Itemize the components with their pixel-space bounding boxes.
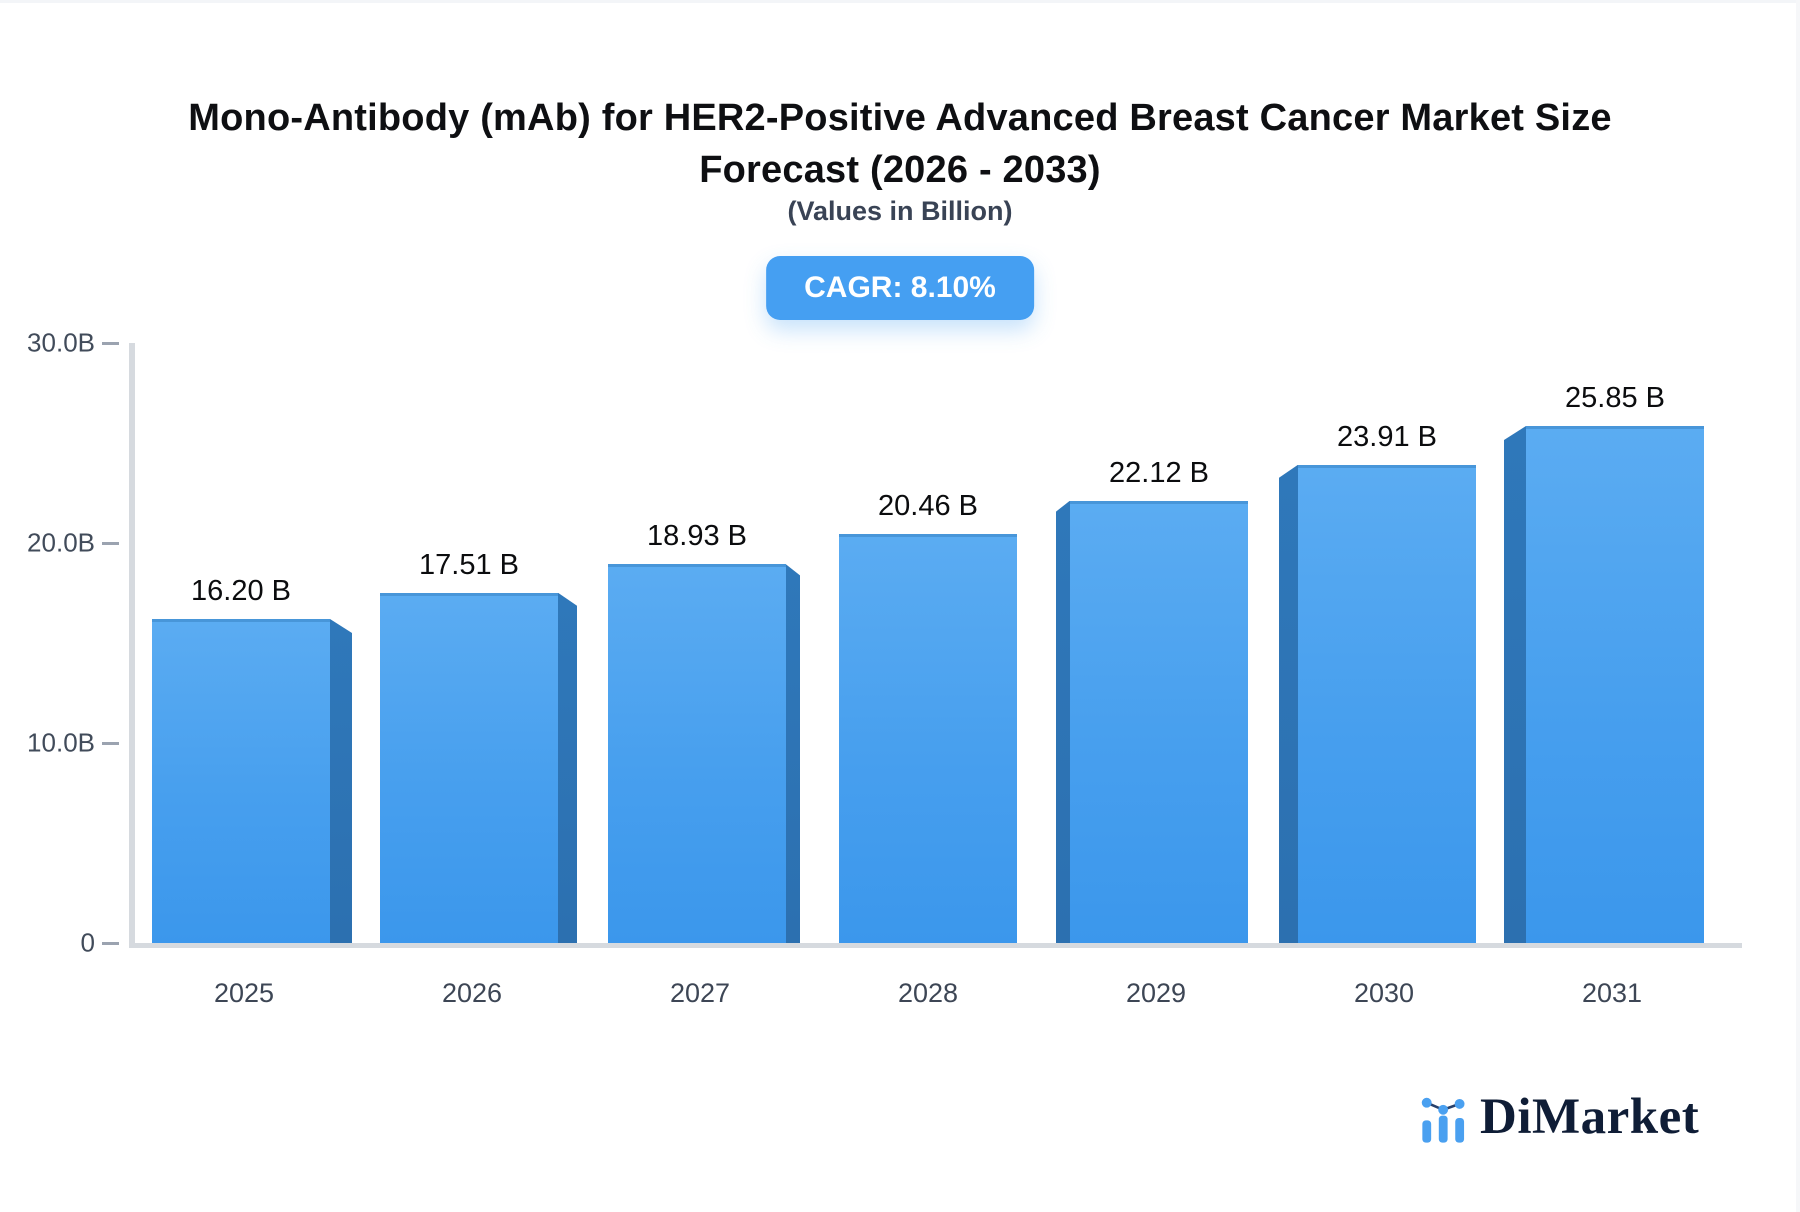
x-tick-label: 2030 [1353,978,1415,1008]
y-tick-label: 20.0B [27,527,95,558]
bar-2027 [608,564,786,943]
bar-3d-side [786,564,800,943]
y-tick-mark [102,741,119,745]
bar-3d-side [558,592,577,943]
bar-3d-side [1056,500,1070,943]
bar-chart-trend-icon [1421,1097,1465,1143]
y-tick-label: 30.0B [27,327,95,358]
bar-value-label: 22.12 B [1109,456,1209,489]
x-axis-baseline [129,943,1742,948]
bar-value-label: 17.51 B [419,548,519,581]
page-title: Mono-Antibody (mAb) for HER2-Positive Ad… [0,92,1800,196]
bar-2028 [839,533,1017,943]
brand-logo: DiMarket [1420,1092,1699,1143]
y-tick-label: 0 [80,927,95,958]
x-tick-label: 2028 [897,978,959,1008]
bar-2025 [152,619,330,943]
brand-name: DiMarket [1480,1089,1700,1145]
title-line-2: Forecast (2026 - 2033) [699,149,1101,191]
bar-3d-side [1504,426,1526,943]
y-tick-label: 10.0B [27,727,95,758]
bar-value-label: 25.85 B [1565,382,1665,414]
title-line-1: Mono-Antibody (mAb) for HER2-Positive Ad… [188,97,1612,139]
y-tick-mark [102,341,119,345]
bar-2030 [1298,464,1476,943]
page-right-edge [1796,0,1800,1212]
x-tick-label: 2026 [441,978,503,1008]
y-axis-line [129,343,135,948]
cagr-badge: CAGR: 8.10% [766,256,1034,320]
bar-2031 [1526,426,1704,943]
y-tick-mark [102,941,119,945]
bar-3d-side [1279,464,1298,943]
x-tick-label: 2027 [669,978,731,1008]
y-tick-mark [102,541,119,545]
bar-value-label: 16.20 B [191,575,291,607]
bar-2026 [380,592,558,943]
page-top-edge [0,0,1800,3]
bar-2029 [1070,500,1248,943]
bar-3d-side [330,619,352,943]
bar-value-label: 20.46 B [878,489,978,522]
x-tick-label: 2031 [1581,978,1643,1008]
x-tick-label: 2025 [213,978,275,1008]
bar-value-label: 18.93 B [647,520,747,553]
bar-value-label: 23.91 B [1337,420,1437,453]
x-tick-label: 2029 [1125,978,1187,1008]
chart-subtitle: (Values in Billion) [787,196,1013,226]
